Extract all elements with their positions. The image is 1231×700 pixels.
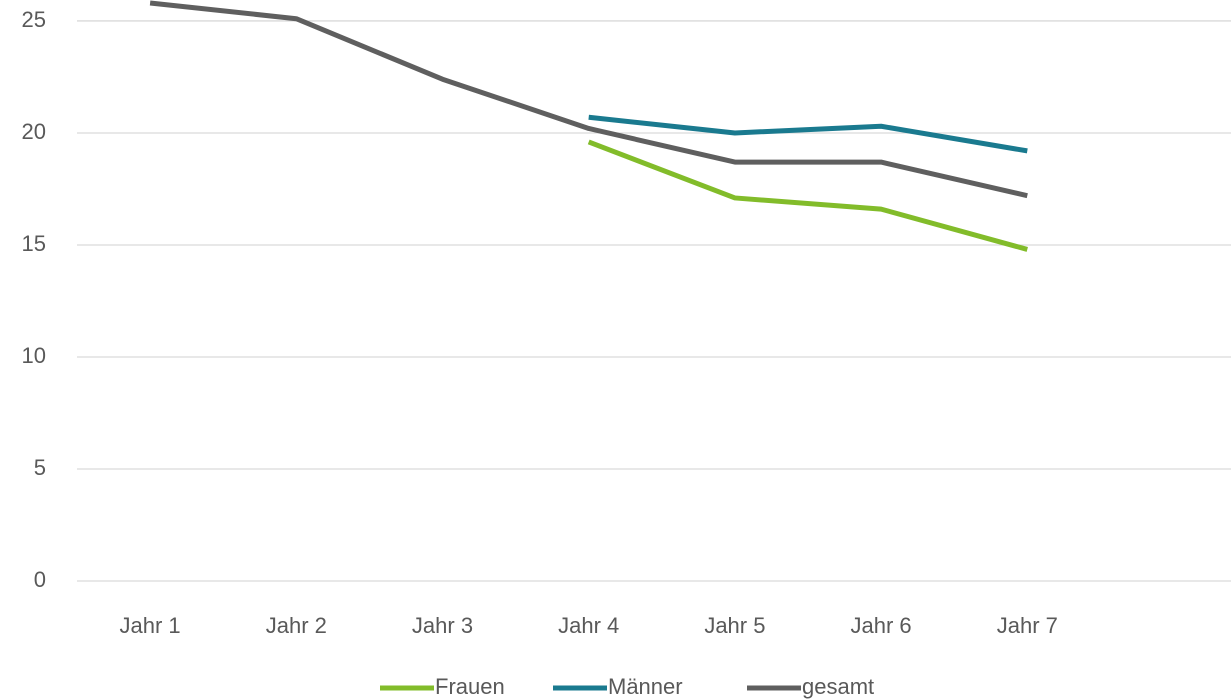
x-tick-label: Jahr 3 [412,613,473,638]
legend-label: Männer [608,674,683,699]
y-tick-label: 20 [22,119,46,144]
y-tick-label: 0 [34,567,46,592]
y-tick-label: 10 [22,343,46,368]
legend-label: Frauen [435,674,505,699]
legend-label: gesamt [802,674,874,699]
y-tick-label: 25 [22,7,46,32]
x-tick-label: Jahr 5 [704,613,765,638]
series-line [149,0,1028,199]
y-tick-label: 5 [34,455,46,480]
x-tick-label: Jahr 2 [266,613,327,638]
y-tick-label: 15 [22,231,46,256]
x-tick-label: Jahr 6 [851,613,912,638]
x-tick-label: Jahr 7 [997,613,1058,638]
series-line [588,114,1028,154]
x-tick-label: Jahr 4 [558,613,619,638]
x-tick-label: Jahr 1 [120,613,181,638]
series-line [587,139,1028,252]
